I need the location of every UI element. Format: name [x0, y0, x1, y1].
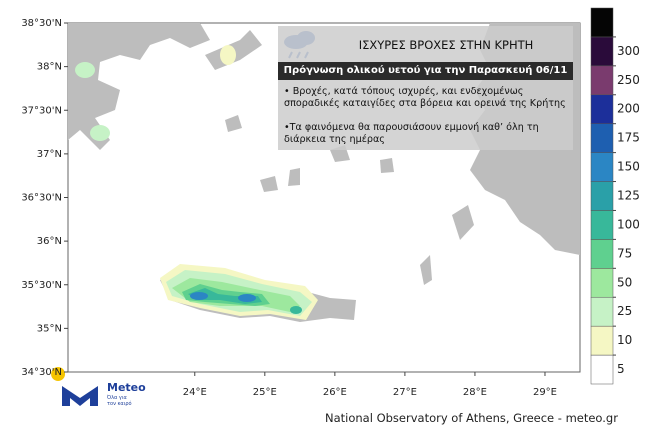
logo-text: Meteo — [107, 381, 146, 394]
colorbar-cell — [590, 152, 614, 182]
colorbar-cell — [590, 268, 614, 298]
colorbar-cell — [590, 94, 614, 124]
x-tick-label: 24°E — [183, 387, 207, 398]
info-bullet: • Βροχές, κατά τόπους ισχυρές, και ενδεχ… — [284, 86, 566, 109]
colorbar-label: 50 — [617, 275, 632, 289]
colorbar-label: 25 — [617, 304, 632, 318]
colorbar-cell — [590, 123, 614, 153]
y-tick-label: 36°N — [37, 236, 62, 247]
info-title: ΙΣΧΥΡΕΣ ΒΡΟΧΕΣ ΣΤΗΝ ΚΡΗΤΗ — [358, 38, 534, 52]
y-tick-label: 36°30'N — [21, 193, 62, 204]
colorbar-label: 150 — [617, 160, 640, 174]
colorbar-cell — [590, 354, 614, 385]
colorbar-label: 300 — [617, 44, 640, 58]
logo-mark — [62, 386, 98, 406]
footer: National Observatory of Athens, Greece -… — [325, 411, 618, 425]
colorbar-label: 5 — [617, 362, 625, 376]
colorbar-cell — [590, 36, 614, 67]
y-tick-label: 37°30'N — [21, 105, 62, 116]
colorbar-cell — [590, 325, 614, 356]
x-tick-label: 27°E — [393, 387, 417, 398]
rain-field — [75, 45, 318, 320]
colorbar-label: 200 — [617, 102, 640, 116]
y-tick-label: 35°N — [37, 323, 62, 334]
colorbar-label: 175 — [617, 131, 640, 145]
x-tick-label: 29°E — [533, 387, 557, 398]
colorbar-label: 100 — [617, 217, 640, 231]
colorbar-label: 125 — [617, 189, 640, 203]
colorbar-label: 250 — [617, 73, 640, 87]
y-tick-label: 34°30'N — [21, 367, 62, 378]
info-bullet: •Τα φαινόμενα θα παρουσιάσουν εμμονή καθ… — [284, 122, 539, 145]
y-tick-label: 38°30'N — [21, 18, 62, 29]
x-tick-label: 25°E — [253, 387, 277, 398]
y-tick-label: 37°N — [37, 149, 62, 160]
colorbar-label: 10 — [617, 333, 632, 347]
colorbar-cell — [590, 239, 614, 269]
colorbar-cell — [590, 7, 614, 38]
info-box: ΙΣΧΥΡΕΣ ΒΡΟΧΕΣ ΣΤΗΝ ΚΡΗΤΗ Πρόγνωση ολικο… — [278, 26, 573, 150]
logo-tagline: Όλα για τον καιρό — [107, 395, 132, 407]
info-subtitle: Πρόγνωση ολικού υετού για την Παρασκευή … — [278, 62, 573, 80]
colorbar-cell — [590, 296, 614, 327]
y-tick-label: 38°N — [37, 62, 62, 73]
logo-sun — [51, 367, 66, 381]
colorbar-cell — [590, 210, 614, 240]
colorbar-label: 75 — [617, 246, 632, 260]
x-tick-label: 26°E — [323, 387, 347, 398]
x-tick-label: 28°E — [463, 387, 487, 398]
colorbar-cell — [590, 181, 614, 211]
y-tick-label: 35°30'N — [21, 280, 62, 291]
colorbar-cell — [590, 65, 614, 96]
